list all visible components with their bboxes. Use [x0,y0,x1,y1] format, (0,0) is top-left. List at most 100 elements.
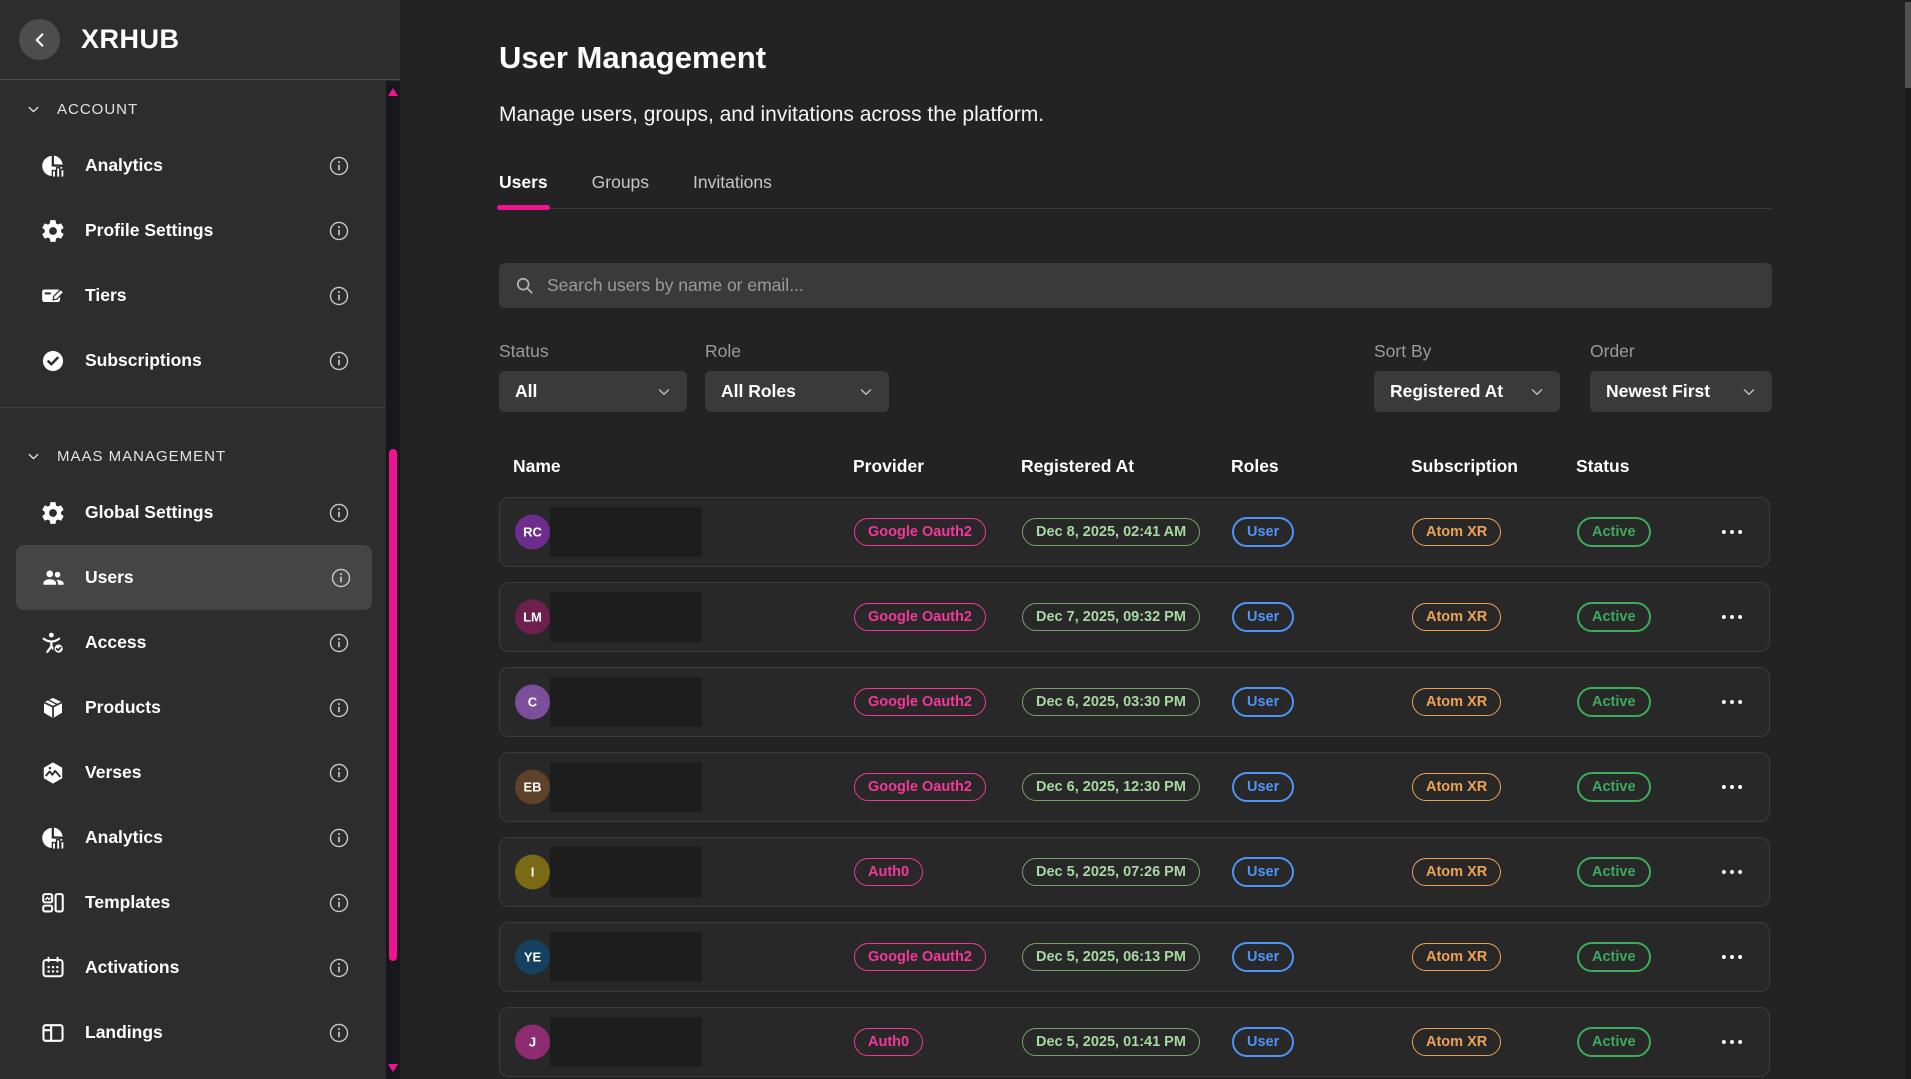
avatar: EB [515,769,550,805]
status-badge: Active [1577,772,1651,802]
sidebar-item-label: Tiers [85,285,127,305]
scroll-down-arrow[interactable] [388,1064,398,1072]
status-badge: Active [1577,687,1651,717]
filter-status: Status All [499,341,687,412]
search-icon [514,275,535,296]
chevron-down-icon [1528,383,1546,401]
info-icon[interactable] [328,1022,350,1044]
order-select[interactable]: Newest First [1590,371,1772,412]
info-icon[interactable] [328,285,350,307]
table-row: YE Google Oauth2 Dec 5, 2025, 06:13 PM U… [499,922,1770,992]
row-actions-button[interactable] [1715,687,1749,717]
row-actions-button[interactable] [1715,517,1749,547]
ellipsis-icon [1719,604,1745,630]
avatar-initials: C [527,694,538,710]
info-icon[interactable] [328,762,350,784]
ellipsis-icon [1719,1029,1745,1055]
row-actions-button[interactable] [1715,602,1749,632]
sidebar-item-access[interactable]: Access [0,610,386,675]
provider-badge: Google Oauth2 [854,943,986,971]
sidebar-header: XRHUB [0,0,400,80]
info-icon[interactable] [328,957,350,979]
sidebar-item-templates[interactable]: Templates [0,870,386,935]
column-subscription: Subscription [1411,456,1518,476]
filter-order: Order Newest First [1590,341,1772,412]
avatar-initials: J [528,1034,537,1050]
avatar: I [515,854,550,890]
row-actions-button[interactable] [1715,1027,1749,1057]
registered-at-badge: Dec 5, 2025, 01:41 PM [1022,1028,1200,1056]
redacted-name-block [550,1017,702,1067]
info-icon[interactable] [330,567,352,589]
search-input[interactable] [547,275,1757,296]
ellipsis-icon [1719,774,1745,800]
column-registered-at: Registered At [1021,456,1135,476]
sidebar-item-global-settings[interactable]: Global Settings [0,480,386,545]
sidebar-item-analytics[interactable]: Analytics [0,805,386,870]
page-scrollbar-thumb[interactable] [1905,2,1911,88]
provider-badge: Auth0 [854,858,924,886]
chevron-down-icon [1740,383,1758,401]
sidebar-item-analytics[interactable]: Analytics [0,133,386,198]
table-row: C Google Oauth2 Dec 6, 2025, 03:30 PM Us… [499,667,1770,737]
avatar: RC [515,514,550,550]
provider-badge: Google Oauth2 [854,688,986,716]
info-icon[interactable] [328,350,350,372]
avatar-initials: EB [523,779,542,795]
filter-role: Role All Roles [705,341,889,412]
chevron-down-icon [857,383,875,401]
provider-badge: Auth0 [854,1028,924,1056]
role-select[interactable]: All Roles [705,371,889,412]
table-row: I Auth0 Dec 5, 2025, 07:26 PM User Atom … [499,837,1770,907]
table-row: EB Google Oauth2 Dec 6, 2025, 12:30 PM U… [499,752,1770,822]
provider-badge: Google Oauth2 [854,518,986,546]
sidebar-item-users[interactable]: Users [16,545,372,610]
info-icon[interactable] [328,502,350,524]
info-icon[interactable] [328,697,350,719]
search-bar [499,263,1772,308]
sidebar-section-header[interactable]: MAAS MANAGEMENT [0,444,386,468]
sidebar-item-products[interactable]: Products [0,675,386,740]
provider-badge: Google Oauth2 [854,773,986,801]
info-icon[interactable] [328,632,350,654]
back-button[interactable] [19,19,60,60]
sidebar-item-activations[interactable]: Activations [0,935,386,1000]
status-badge: Active [1577,517,1651,547]
row-actions-button[interactable] [1715,857,1749,887]
check-circle-icon [40,348,66,374]
sidebar-section-header[interactable]: ACCOUNT [0,97,386,121]
redacted-name-block [550,847,702,897]
avatar-initials: LM [523,609,542,625]
sidebar-item-label: Products [85,697,161,717]
ellipsis-icon [1719,944,1745,970]
tab-invitations[interactable]: Invitations [693,172,772,192]
page-scrollbar [1905,0,1911,1079]
sidebar-item-landings[interactable]: Landings [0,1000,386,1065]
status-select[interactable]: All [499,371,687,412]
registered-at-badge: Dec 8, 2025, 02:41 AM [1022,518,1201,546]
info-icon[interactable] [328,155,350,177]
sidebar-item-label: Users [85,567,134,587]
redacted-name-block [550,507,702,557]
sidebar-scrollbar-thumb[interactable] [389,449,397,961]
tab-users[interactable]: Users [497,172,550,210]
filter-row: Status All Role All Roles Sort By Regist… [499,341,1772,412]
sidebar-item-profile-settings[interactable]: Profile Settings [0,198,386,263]
info-icon[interactable] [328,220,350,242]
row-actions-button[interactable] [1715,942,1749,972]
subscription-badge: Atom XR [1412,773,1502,801]
brand-logo: XRHUB [81,24,180,54]
tab-groups[interactable]: Groups [591,172,650,192]
info-icon[interactable] [328,892,350,914]
sort-by-select[interactable]: Registered At [1374,371,1560,412]
sidebar-item-subscriptions[interactable]: Subscriptions [0,328,386,393]
chevron-down-icon [25,101,42,118]
sidebar-item-label: Activations [85,957,180,977]
row-actions-button[interactable] [1715,772,1749,802]
redacted-name-block [550,932,702,982]
scroll-up-arrow[interactable] [388,88,398,96]
analytics-icon [40,825,66,851]
sidebar-item-tiers[interactable]: Tiers [0,263,386,328]
sidebar-item-verses[interactable]: Verses [0,740,386,805]
info-icon[interactable] [328,827,350,849]
